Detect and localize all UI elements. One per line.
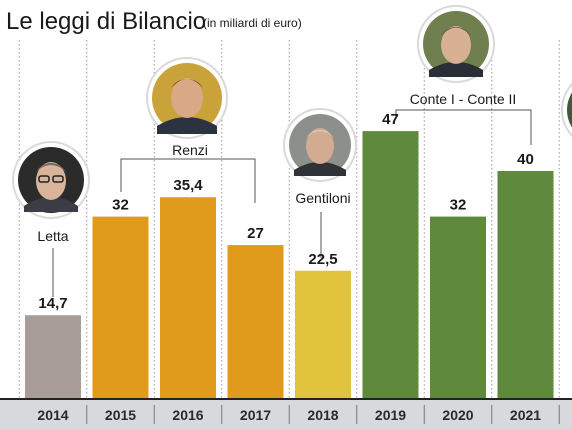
government-name-gentiloni: Gentiloni (295, 190, 350, 206)
bar-2017 (227, 245, 284, 399)
cropped-portrait-right (561, 82, 572, 138)
bar-2016 (160, 197, 216, 399)
chart-title: Le leggi di Bilancio (6, 8, 206, 35)
x-axis-ticks (86, 405, 560, 424)
x-axis-band (0, 399, 572, 429)
year-label-2017: 2017 (240, 407, 271, 423)
value-label-2016: 35,4 (173, 177, 203, 194)
bar-2018 (295, 270, 351, 399)
value-label-2014: 14,7 (38, 295, 67, 312)
year-label-2018: 2018 (307, 407, 338, 423)
year-label-2021: 2021 (510, 407, 541, 423)
bars (25, 131, 554, 399)
x-axis-labels: 2014 2015 2016 2017 2018 2019 2020 2021 (37, 407, 541, 423)
value-label-2020: 32 (450, 197, 467, 214)
value-labels: 14,7 32 35,4 27 22,5 47 32 40 (38, 111, 533, 312)
value-label-2018: 22,5 (308, 251, 337, 268)
value-label-2017: 27 (247, 225, 264, 242)
conte-portrait (417, 5, 495, 83)
year-label-2014: 2014 (37, 407, 68, 423)
government-name-letta: Letta (37, 228, 68, 244)
letta-portrait (12, 141, 90, 219)
value-label-2019: 47 (382, 111, 399, 128)
renzi-portrait (146, 57, 228, 139)
bar-2015 (92, 216, 149, 399)
renzi-bracket (120, 158, 256, 203)
year-label-2020: 2020 (442, 407, 473, 423)
year-label-2019: 2019 (375, 407, 406, 423)
government-connectors (52, 109, 532, 297)
bar-2014 (25, 315, 81, 399)
bar-2019 (362, 131, 419, 399)
conte-bracket (395, 109, 532, 145)
government-name-renzi: Renzi (172, 142, 208, 158)
value-label-2021: 40 (517, 151, 534, 168)
value-label-2015: 32 (112, 197, 129, 214)
chart-unit-subtitle: (in miliardi di euro) (203, 16, 302, 30)
bar-2020 (430, 216, 486, 399)
year-label-2015: 2015 (105, 407, 136, 423)
gentiloni-portrait (283, 108, 357, 182)
year-label-2016: 2016 (172, 407, 203, 423)
government-name-conte: Conte I - Conte II (410, 91, 517, 107)
bar-2021 (497, 171, 554, 399)
